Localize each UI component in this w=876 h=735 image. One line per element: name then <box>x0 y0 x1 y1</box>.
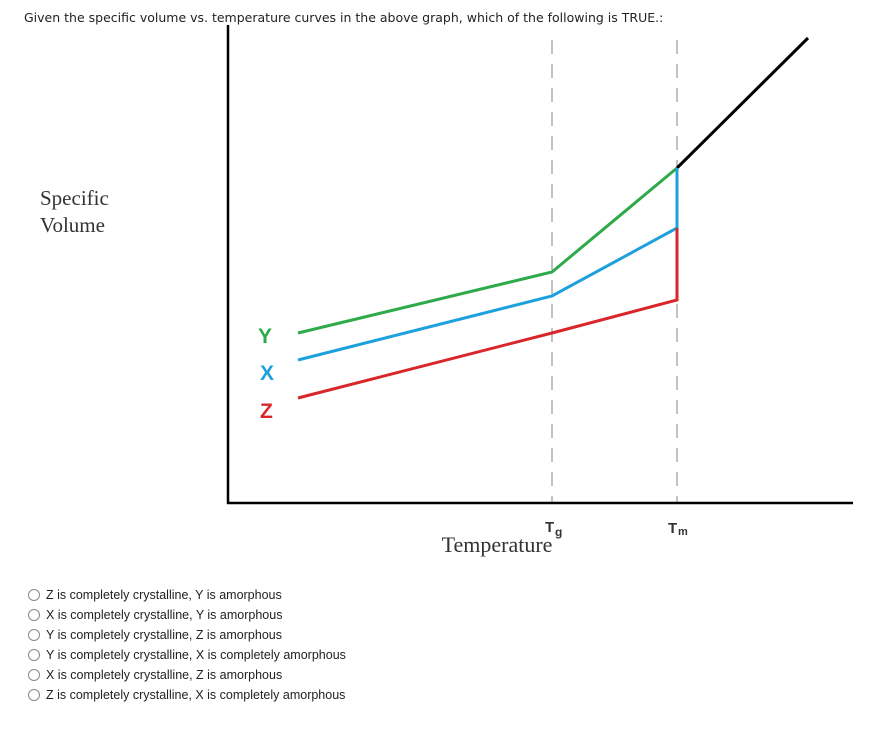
graph: Y X Z Specific Volume Temperature T g T … <box>40 25 853 557</box>
option[interactable]: Z is completely crystalline, X is comple… <box>28 685 346 705</box>
curve-y <box>297 166 678 335</box>
curve-z <box>297 228 679 400</box>
curve-label: Z <box>260 400 273 423</box>
radio-button[interactable] <box>28 589 40 601</box>
y-axis-label: Volume <box>40 213 105 237</box>
option[interactable]: Z is completely crystalline, Y is amorph… <box>28 585 346 605</box>
option-text[interactable]: Y is completely crystalline, Z is amorph… <box>46 628 282 642</box>
tm-subscript: m <box>678 526 688 538</box>
options: Z is completely crystalline, Y is amorph… <box>28 585 346 705</box>
x-axis-label: Temperature <box>442 532 553 557</box>
curve-label: X <box>260 362 274 385</box>
option[interactable]: X is completely crystalline, Y is amorph… <box>28 605 346 625</box>
liquid-line <box>675 36 810 170</box>
y-axis-label: Specific <box>40 186 109 210</box>
option[interactable]: Y is completely crystalline, X is comple… <box>28 645 346 665</box>
radio-button[interactable] <box>28 609 40 621</box>
question: Given the specific volume vs. temperatur… <box>24 10 664 25</box>
radio-button[interactable] <box>28 629 40 641</box>
curve-label: Y <box>258 325 272 348</box>
radio-button[interactable] <box>28 669 40 681</box>
tm-symbol: T <box>668 520 677 537</box>
option-text[interactable]: Z is completely crystalline, X is comple… <box>46 688 346 702</box>
option-text[interactable]: Y is completely crystalline, X is comple… <box>46 648 346 662</box>
tg-symbol: T <box>545 519 554 536</box>
radio-button[interactable] <box>28 689 40 701</box>
option-text[interactable]: X is completely crystalline, Z is amorph… <box>46 668 283 682</box>
option[interactable]: X is completely crystalline, Z is amorph… <box>28 665 346 685</box>
curve-x <box>297 168 679 362</box>
option-text[interactable]: X is completely crystalline, Y is amorph… <box>46 608 283 622</box>
option-text[interactable]: Z is completely crystalline, Y is amorph… <box>46 588 282 602</box>
option[interactable]: Y is completely crystalline, Z is amorph… <box>28 625 346 645</box>
radio-button[interactable] <box>28 649 40 661</box>
tg-subscript: g <box>555 525 562 539</box>
